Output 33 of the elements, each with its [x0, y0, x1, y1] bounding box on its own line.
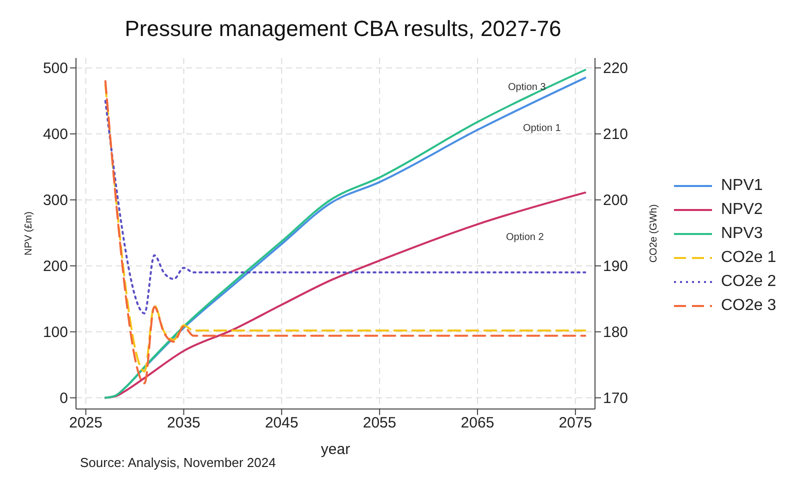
source-note: Source: Analysis, November 2024	[80, 455, 276, 470]
annotation: Option 1	[523, 123, 561, 134]
y2-tick-label: 180	[603, 324, 628, 342]
legend-label: CO2e 3	[721, 296, 776, 314]
y2-tick-label: 220	[603, 60, 628, 78]
legend-label: NPV3	[721, 224, 763, 242]
x-axis-title: year	[320, 441, 350, 458]
legend-label: NPV1	[721, 176, 763, 194]
legend-label: CO2e 2	[721, 272, 776, 290]
line-series	[104, 100, 586, 314]
legend-label: CO2e 1	[721, 248, 776, 266]
line-series	[104, 192, 586, 399]
y-tick-label: 0	[60, 390, 68, 408]
y-tick-label: 100	[42, 324, 68, 342]
y2-tick-label: 190	[603, 258, 628, 276]
x-tick-label: 2045	[264, 414, 298, 432]
y-tick-label: 200	[42, 258, 68, 276]
x-tick-label: 2065	[460, 414, 494, 432]
x-tick-label: 2055	[362, 414, 396, 432]
y2-tick-label: 210	[603, 126, 628, 144]
y2-axis-title: CO2e (GWh)	[648, 204, 660, 263]
y2-tick-label: 170	[603, 390, 628, 408]
legend-label: NPV2	[721, 200, 763, 218]
y-tick-label: 300	[42, 192, 68, 210]
y-tick-label: 500	[42, 60, 68, 78]
y-tick-label: 400	[42, 126, 68, 144]
y2-tick-label: 200	[603, 192, 628, 210]
x-tick-label: 2035	[167, 414, 200, 432]
x-tick-label: 2025	[69, 414, 102, 432]
x-tick-label: 2075	[558, 414, 592, 432]
annotation: Option 2	[506, 232, 544, 243]
y-axis-title: NPV (£m)	[24, 212, 35, 256]
chart-title: Pressure management CBA results, 2027-76	[124, 16, 562, 42]
